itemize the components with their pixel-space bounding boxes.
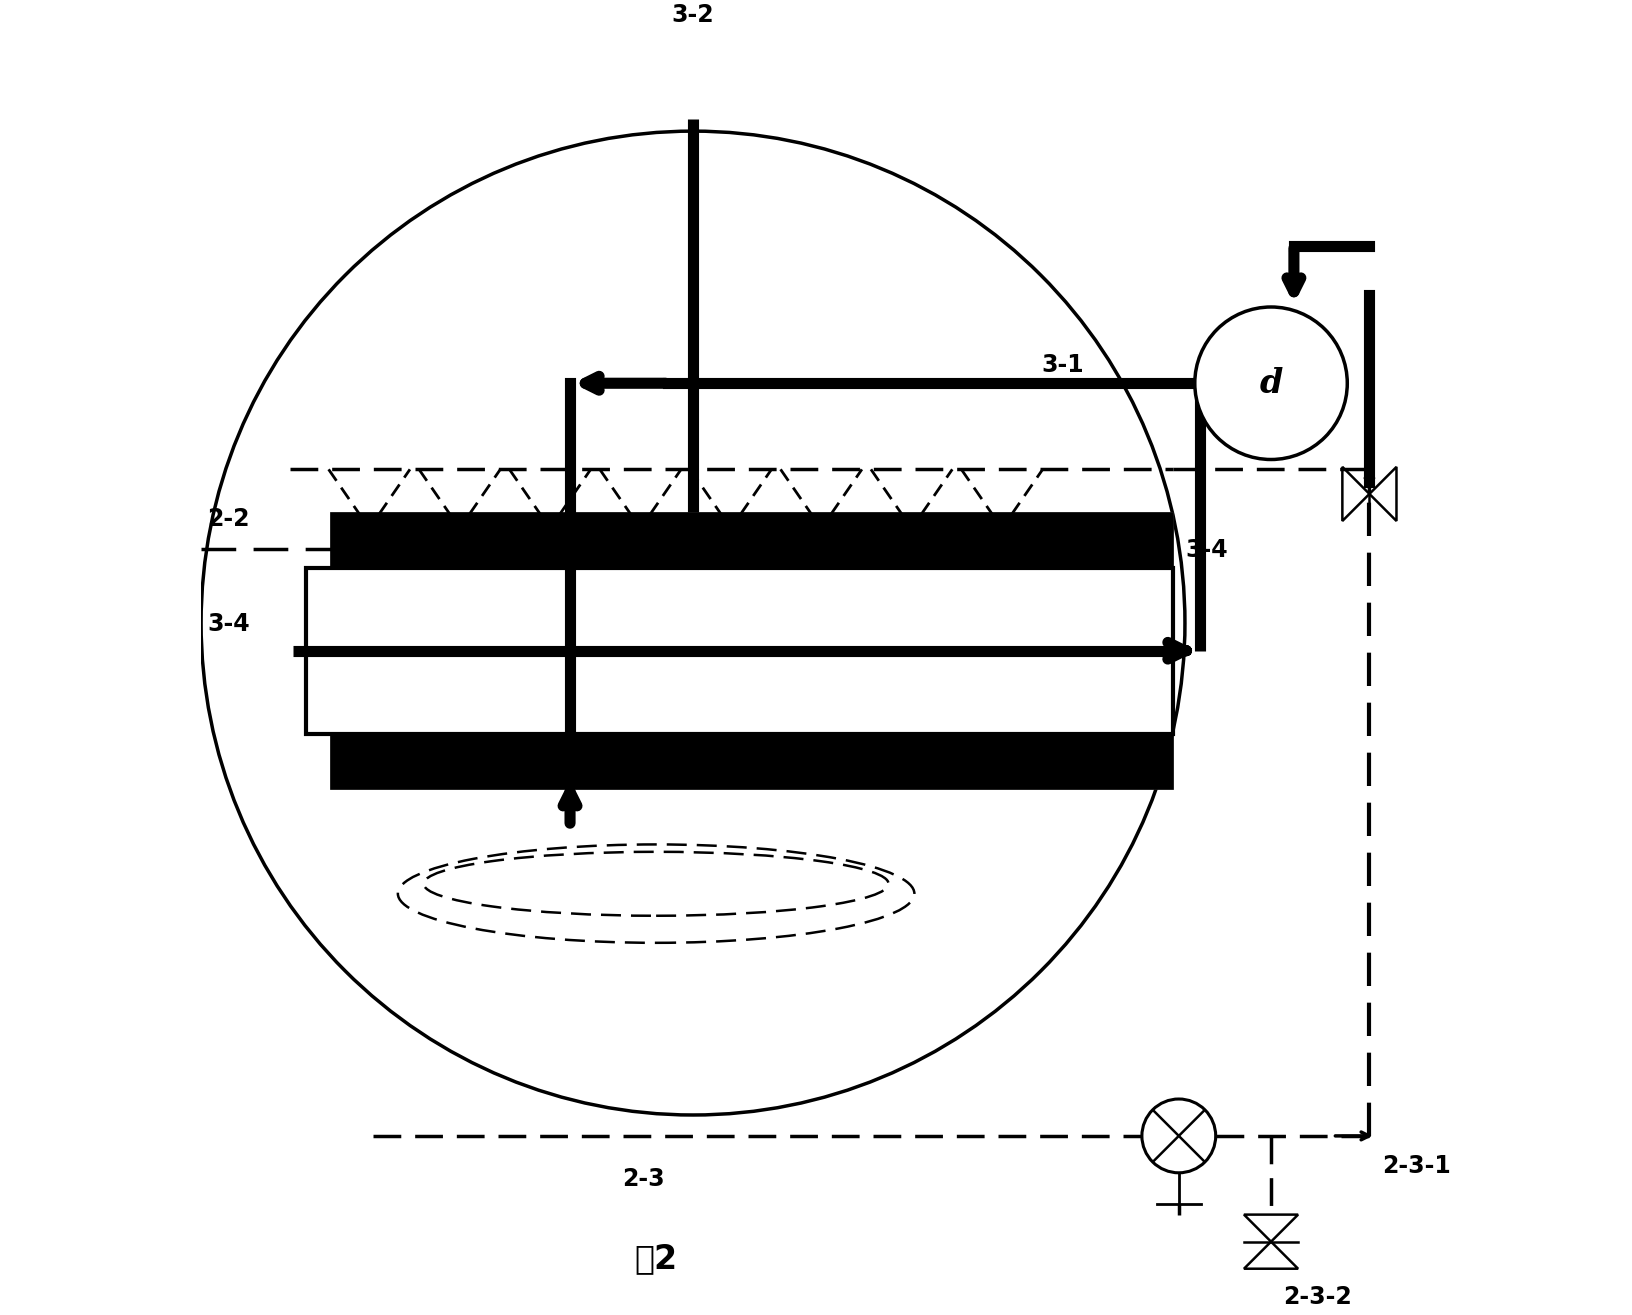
Circle shape	[1142, 1099, 1216, 1173]
FancyBboxPatch shape	[305, 568, 1173, 734]
Text: 图2: 图2	[635, 1243, 677, 1276]
Text: 3-2: 3-2	[672, 3, 715, 26]
FancyBboxPatch shape	[330, 734, 1173, 789]
Text: 2-3-1: 2-3-1	[1382, 1155, 1451, 1178]
Text: d: d	[1260, 367, 1283, 400]
Text: 3-4: 3-4	[1185, 538, 1227, 562]
FancyBboxPatch shape	[330, 513, 1173, 568]
Text: 3-1: 3-1	[1041, 352, 1084, 377]
Text: 3-4: 3-4	[207, 611, 250, 636]
Text: 2-3: 2-3	[622, 1166, 666, 1190]
Circle shape	[1195, 306, 1348, 459]
Text: 2-2: 2-2	[207, 506, 250, 531]
Text: 2-3-2: 2-3-2	[1283, 1285, 1351, 1308]
